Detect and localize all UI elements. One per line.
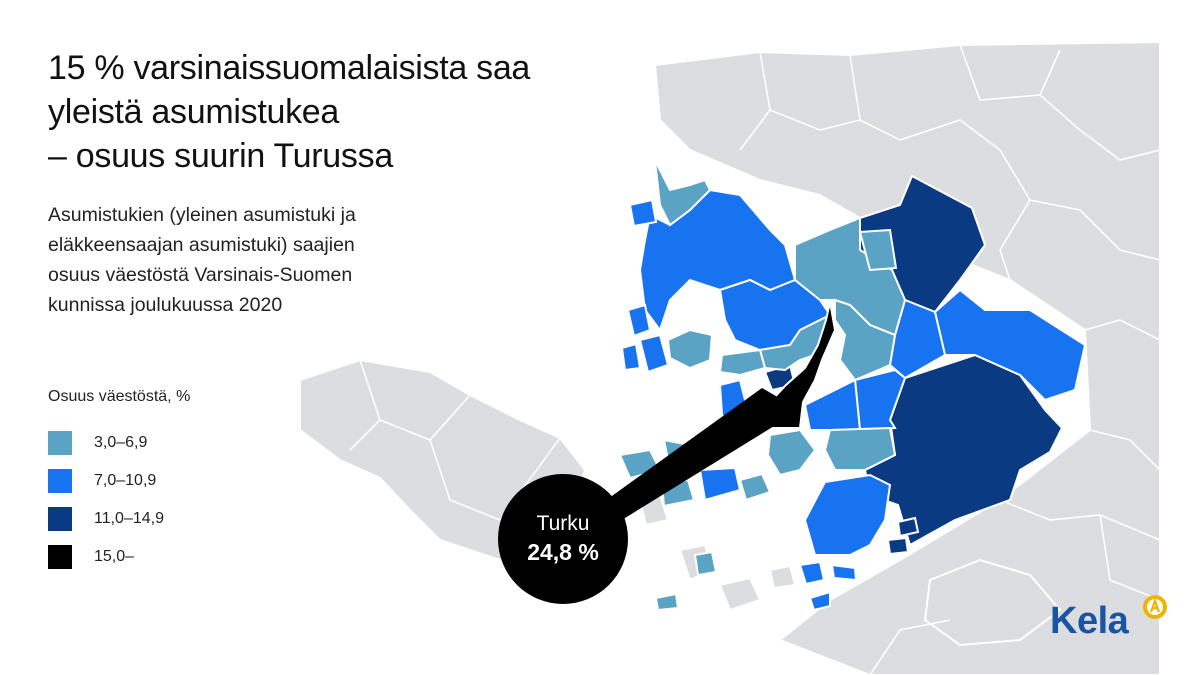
legend-label: 7,0–10,9 (94, 472, 157, 489)
municipality-region (654, 159, 712, 227)
municipality-region (933, 288, 1087, 402)
municipality-region (626, 303, 652, 338)
municipality-region (693, 550, 718, 577)
legend-swatch (48, 431, 72, 455)
page-title: 15 % varsinaissuomalaisista saa yleistä … (48, 46, 608, 178)
municipality-region (798, 560, 826, 586)
municipality-region (886, 536, 910, 556)
logo-text: Kela (1050, 600, 1129, 642)
municipality-region (654, 592, 680, 612)
municipality-region (638, 333, 670, 374)
subtitle-line: kunnissa joulukuussa 2020 (48, 294, 283, 316)
legend-item: 3,0–6,9 (48, 424, 190, 462)
municipality-region (718, 348, 767, 377)
legend-item: 15,0– (48, 538, 190, 576)
callout-value: 24,8 % (527, 539, 599, 565)
legend-title: Osuus väestöstä, % (48, 388, 191, 405)
legend-swatch (48, 507, 72, 531)
subtitle-line: Asumistukien (yleinen asumistuki ja (48, 204, 356, 226)
legend-item: 7,0–10,9 (48, 462, 190, 500)
legend-label: 11,0–14,9 (94, 510, 164, 527)
background-borders (349, 44, 1161, 675)
callout-name: Turku (536, 512, 590, 535)
legend-label: 15,0– (94, 548, 135, 565)
municipality-region (823, 426, 897, 471)
legend-label: 3,0–6,9 (94, 434, 148, 451)
title-line: yleistä asumistukea (48, 93, 339, 131)
municipality-region (896, 516, 920, 538)
municipality-region (738, 472, 772, 502)
municipality-region (620, 342, 642, 372)
municipality-region (628, 198, 658, 228)
municipalities (618, 159, 1087, 612)
callout-pointer (598, 388, 800, 526)
kela-logo: Kela (1050, 592, 1170, 652)
municipality-region (698, 466, 742, 502)
kela-logo-icon (1143, 595, 1167, 619)
subtitle-line: osuus väestöstä Varsinais-Suomen (48, 264, 353, 286)
municipality-region (858, 228, 898, 272)
municipality-region (803, 473, 892, 556)
legend-swatch (48, 469, 72, 493)
legend-item: 11,0–14,9 (48, 500, 190, 538)
municipality-region (808, 590, 831, 612)
legend-swatch (48, 545, 72, 569)
subtitle-line: eläkkeensaajan asumistuki) saajien (48, 234, 355, 256)
subtitle: Asumistukien (yleinen asumistuki ja eläk… (48, 200, 448, 320)
legend: Osuus väestöstä, % 3,0–6,9 7,0–10,9 11,0… (48, 388, 190, 576)
municipality-region (666, 328, 714, 370)
municipality-region (803, 378, 862, 431)
municipality-region (830, 563, 858, 582)
turku-callout: Turku 24,8 % (498, 474, 628, 604)
municipality-region (766, 428, 817, 477)
municipality-region (834, 298, 897, 382)
title-line: 15 % varsinaissuomalaisista saa (48, 49, 531, 87)
title-line: – osuus suurin Turussa (48, 137, 393, 175)
